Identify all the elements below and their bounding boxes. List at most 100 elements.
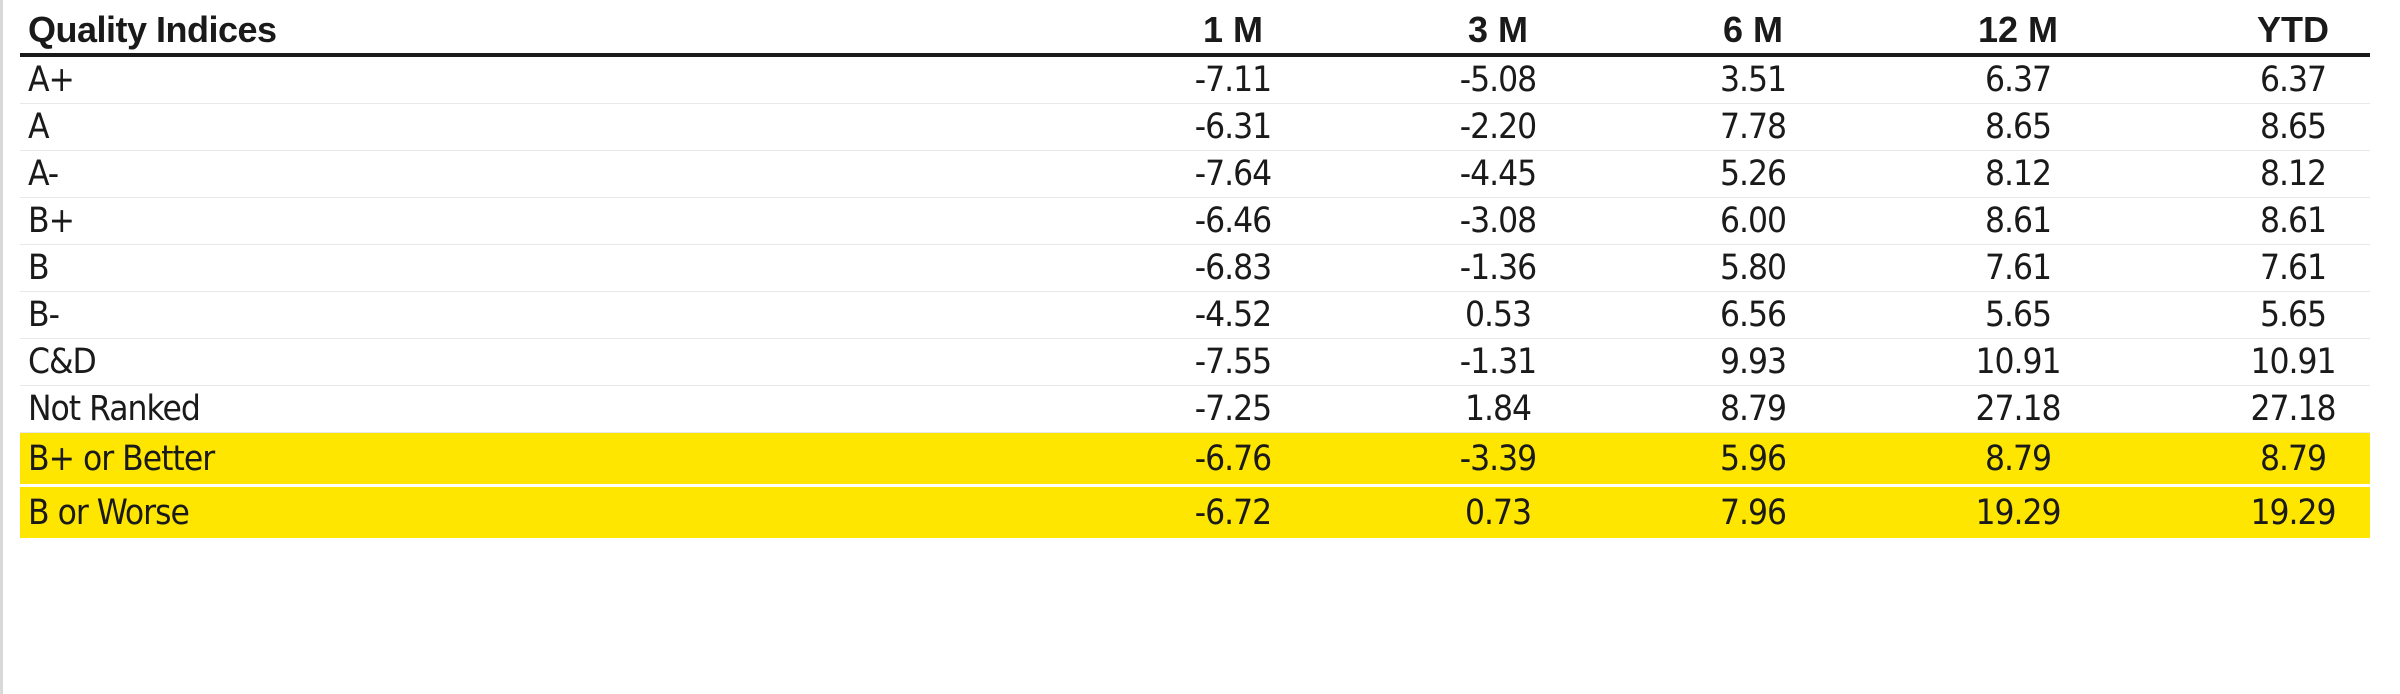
cell-value: 1.84 [1464, 389, 1532, 429]
cell-1m: -7.64 [1065, 150, 1310, 198]
row-label: B or Worse [20, 485, 1065, 541]
cell-12m: 8.65 [1830, 103, 2095, 151]
table-row: B+ or Better -6.76 -3.39 5.96 8.79 8.79 [20, 432, 2370, 487]
quality-indices-table: Quality Indices 1 M 3 M 6 M 12 M YTD A+ -… [20, 6, 2370, 541]
row-label: C&D [20, 338, 1065, 386]
cell-value: 8.79 [1719, 389, 1787, 429]
table-row: B- -4.52 0.53 6.56 5.65 5.65 [20, 291, 2370, 339]
cell-value: -6.46 [1194, 201, 1272, 241]
table-row: C&D -7.55 -1.31 9.93 10.91 10.91 [20, 338, 2370, 386]
cell-value: -3.39 [1459, 438, 1537, 479]
cell-value: 27.18 [2250, 389, 2336, 429]
cell-value: 7.78 [1719, 107, 1787, 147]
row-label: B [20, 244, 1065, 292]
row-label: A+ [20, 55, 1065, 104]
cell-value: 5.96 [1719, 438, 1787, 479]
header-row: Quality Indices 1 M 3 M 6 M 12 M YTD [20, 6, 2370, 57]
cell-ytd: 5.65 [2095, 291, 2370, 339]
row-label: Not Ranked [20, 385, 1065, 433]
cell-value: 8.61 [2259, 201, 2327, 241]
cell-value: -2.20 [1459, 107, 1537, 147]
cell-1m: -7.55 [1065, 338, 1310, 386]
cell-3m: -1.36 [1310, 244, 1575, 292]
cell-ytd: 7.61 [2095, 244, 2370, 292]
cell-value: -3.08 [1459, 201, 1537, 241]
cell-12m: 8.12 [1830, 150, 2095, 198]
cell-1m: -7.25 [1065, 385, 1310, 433]
cell-3m: -5.08 [1310, 55, 1575, 104]
cell-ytd: 10.91 [2095, 338, 2370, 386]
cell-ytd: 6.37 [2095, 55, 2370, 104]
cell-value: 5.65 [2259, 295, 2327, 335]
cell-value: 19.29 [1975, 492, 2061, 533]
cell-1m: -6.31 [1065, 103, 1310, 151]
cell-value: -5.08 [1459, 60, 1537, 100]
cell-6m: 5.96 [1575, 432, 1830, 487]
cell-3m: -3.08 [1310, 197, 1575, 245]
cell-value: -1.36 [1459, 248, 1537, 288]
cell-6m: 9.93 [1575, 338, 1830, 386]
cell-12m: 27.18 [1830, 385, 2095, 433]
cell-value: 5.80 [1719, 248, 1787, 288]
cell-value: 0.53 [1464, 295, 1532, 335]
table-row: A- -7.64 -4.45 5.26 8.12 8.12 [20, 150, 2370, 198]
cell-value: 8.61 [1984, 201, 2052, 241]
table-body: A+ -7.11 -5.08 3.51 6.37 6.37 A -6.31 -2.20 7.78 8… [20, 55, 2370, 541]
cell-value: -6.72 [1194, 492, 1272, 533]
cell-12m: 7.61 [1830, 244, 2095, 292]
cell-value: -6.76 [1194, 438, 1272, 479]
row-label: A [20, 103, 1065, 151]
table-header: Quality Indices 1 M 3 M 6 M 12 M YTD [20, 6, 2370, 57]
cell-value: 5.65 [1984, 295, 2052, 335]
cell-value: 7.96 [1719, 492, 1787, 533]
cell-value: 3.51 [1719, 60, 1787, 100]
row-label: B+ or Better [20, 432, 1065, 487]
cell-value: 0.73 [1464, 492, 1532, 533]
cell-3m: -1.31 [1310, 338, 1575, 386]
cell-6m: 5.26 [1575, 150, 1830, 198]
cell-value: 10.91 [1975, 342, 2061, 382]
cell-1m: -6.46 [1065, 197, 1310, 245]
cell-12m: 8.61 [1830, 197, 2095, 245]
cell-1m: -6.72 [1065, 485, 1310, 541]
cell-6m: 6.00 [1575, 197, 1830, 245]
cell-1m: -4.52 [1065, 291, 1310, 339]
header-6m: 6 M [1575, 6, 1830, 57]
cell-1m: -6.76 [1065, 432, 1310, 487]
cell-value: 9.93 [1719, 342, 1787, 382]
header-ytd: YTD [2095, 6, 2370, 57]
cell-12m: 19.29 [1830, 485, 2095, 541]
cell-value: 8.65 [2259, 107, 2327, 147]
row-label: B+ [20, 197, 1065, 245]
row-label: A- [20, 150, 1065, 198]
cell-value: 8.12 [1984, 154, 2052, 194]
cell-value: -6.31 [1194, 107, 1272, 147]
cell-ytd: 8.61 [2095, 197, 2370, 245]
header-12m: 12 M [1830, 6, 2095, 57]
cell-value: -7.11 [1194, 60, 1272, 100]
cell-value: 5.26 [1719, 154, 1787, 194]
cell-3m: -2.20 [1310, 103, 1575, 151]
cell-ytd: 8.79 [2095, 432, 2370, 487]
cell-6m: 6.56 [1575, 291, 1830, 339]
cell-value: 6.37 [1984, 60, 2052, 100]
cell-value: -4.52 [1194, 295, 1272, 335]
cell-3m: 0.53 [1310, 291, 1575, 339]
cell-value: 6.00 [1719, 201, 1787, 241]
cell-value: 19.29 [2250, 492, 2336, 533]
cell-value: 8.12 [2259, 154, 2327, 194]
cell-12m: 10.91 [1830, 338, 2095, 386]
cell-6m: 8.79 [1575, 385, 1830, 433]
cell-value: 8.79 [1984, 438, 2052, 479]
cell-1m: -6.83 [1065, 244, 1310, 292]
cell-3m: -4.45 [1310, 150, 1575, 198]
table-row: A+ -7.11 -5.08 3.51 6.37 6.37 [20, 55, 2370, 104]
cell-value: 27.18 [1975, 389, 2061, 429]
cell-12m: 5.65 [1830, 291, 2095, 339]
cell-value: -7.25 [1194, 389, 1272, 429]
table-row: A -6.31 -2.20 7.78 8.65 8.65 [20, 103, 2370, 151]
cell-6m: 7.96 [1575, 485, 1830, 541]
header-3m: 3 M [1310, 6, 1575, 57]
cell-3m: 0.73 [1310, 485, 1575, 541]
